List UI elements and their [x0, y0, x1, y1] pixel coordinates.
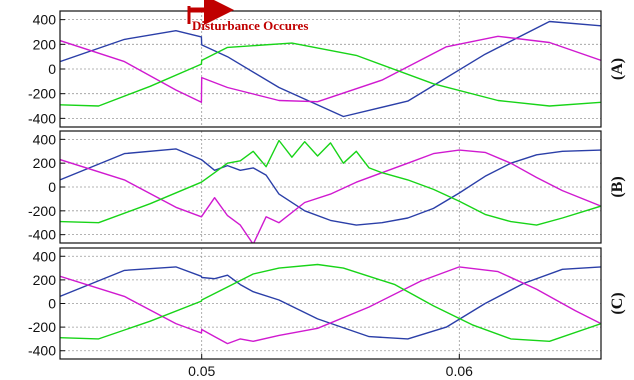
panel-label: (B) [609, 176, 626, 197]
panel-3: 400 200 0 -200 -400 (C) 0.05 0.06 [28, 247, 626, 379]
disturbance-annotation: Disturbance Occures [187, 0, 308, 33]
plot-frame [59, 130, 602, 244]
series-line-1 [60, 148, 601, 226]
panel-label: (C) [609, 292, 626, 314]
y-tick-label: -200 [28, 319, 56, 335]
plot-frame [59, 10, 602, 128]
y-tick-label: 200 [33, 272, 57, 288]
x-tick-label: 0.05 [188, 363, 215, 379]
y-tick-label: 0 [48, 179, 56, 195]
y-tick-label: 400 [33, 12, 57, 28]
y-tick-label: -400 [28, 343, 56, 359]
series-line-2 [60, 266, 601, 345]
y-tick-label: 0 [48, 296, 56, 312]
panel-1: 400 200 0 -200 -400 (A) [28, 10, 626, 128]
y-tick-label: 200 [33, 36, 57, 52]
y-tick-label: 400 [33, 248, 57, 264]
series-line-2 [60, 149, 601, 243]
x-tick-label: 0.06 [446, 363, 473, 379]
series-line-1 [60, 266, 601, 340]
y-tick-label: -200 [28, 86, 56, 102]
y-tick-label: 200 [33, 155, 57, 171]
panel-2: 400 200 0 -200 -400 (B) [28, 130, 626, 244]
series-group [60, 263, 601, 345]
series-group [60, 20, 601, 118]
panel-label: (A) [609, 58, 626, 80]
series-line-3 [60, 42, 601, 107]
disturbance-label: Disturbance Occures [192, 18, 308, 33]
y-tick-label: -400 [28, 227, 56, 243]
y-tick-label: 0 [48, 61, 56, 77]
y-tick-label: 400 [33, 131, 57, 147]
series-line-1 [60, 20, 601, 118]
y-tick-label: -200 [28, 203, 56, 219]
y-tick-label: -400 [28, 110, 56, 126]
plot-frame [59, 247, 602, 360]
series-line-2 [60, 35, 601, 104]
series-line-3 [60, 263, 601, 342]
series-line-3 [60, 139, 601, 226]
series-group [60, 139, 601, 243]
